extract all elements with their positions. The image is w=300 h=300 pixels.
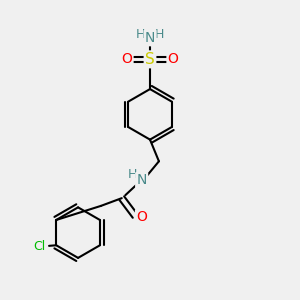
Text: N: N — [136, 173, 147, 187]
Text: H: H — [155, 28, 164, 41]
Text: O: O — [122, 52, 132, 66]
Text: O: O — [136, 211, 147, 224]
Text: S: S — [145, 52, 155, 67]
Text: H: H — [136, 28, 145, 41]
Text: O: O — [168, 52, 178, 66]
Text: N: N — [145, 31, 155, 45]
Text: Cl: Cl — [33, 240, 45, 253]
Text: H: H — [128, 168, 137, 181]
